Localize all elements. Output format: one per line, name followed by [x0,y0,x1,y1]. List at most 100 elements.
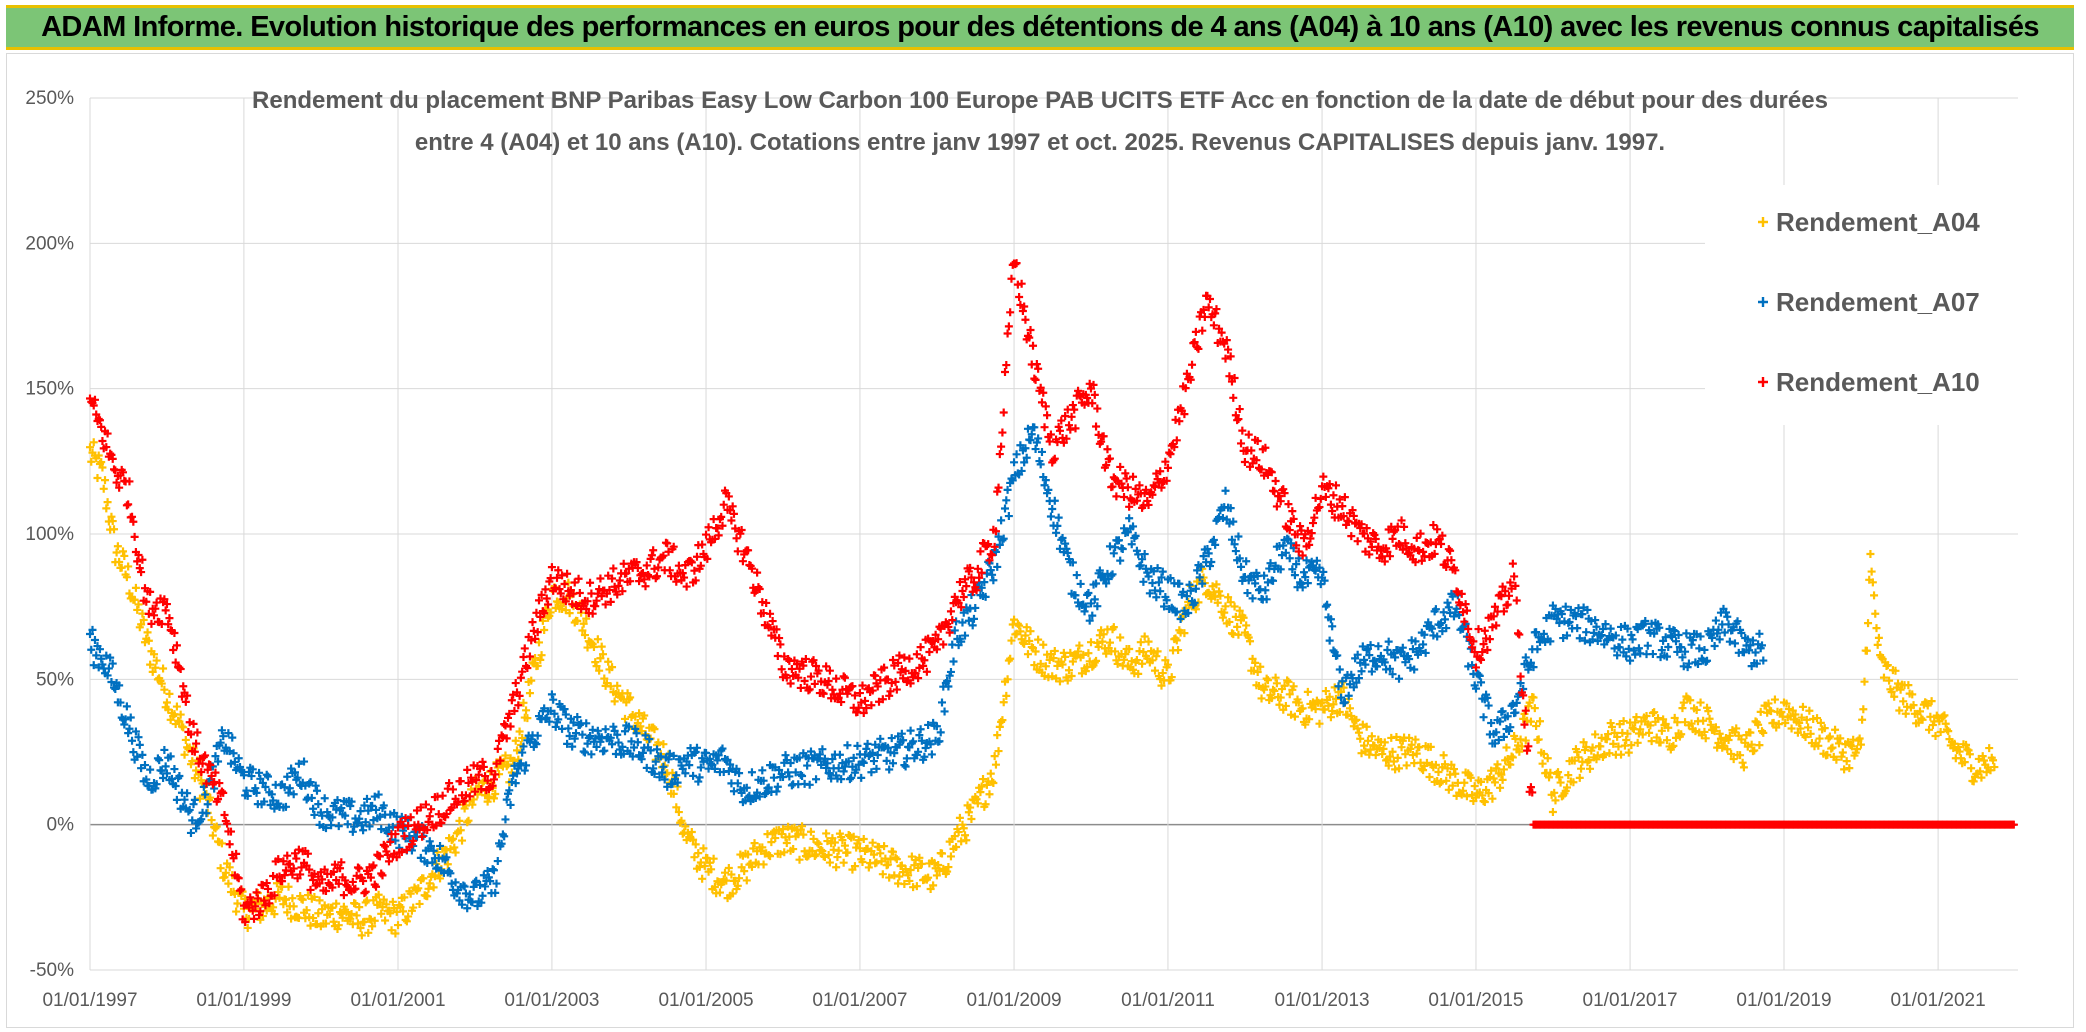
data-point [219,732,228,741]
data-point [1488,794,1497,803]
data-point [1034,635,1043,644]
data-point [818,847,827,856]
data-point [309,876,318,885]
data-point [959,592,968,601]
data-point [1344,517,1353,526]
data-point [458,900,467,909]
legend-item: Rendement_A10 [1758,367,1980,397]
data-point [1746,728,1755,737]
data-point [973,564,982,573]
data-point [355,864,364,873]
data-point [724,864,733,873]
data-point [882,756,891,765]
data-point [1199,552,1208,561]
data-point [1354,728,1363,737]
data-point [1030,423,1039,432]
data-point [161,606,170,615]
data-point [1190,338,1199,347]
data-point [1022,623,1031,632]
data-point [103,429,112,438]
data-point [186,828,195,837]
data-point [723,755,732,764]
data-point [352,911,361,920]
data-point [1253,437,1262,446]
data-point [1643,641,1652,650]
data-point [1263,676,1272,685]
data-point [1747,740,1756,749]
data-point [938,698,947,707]
data-point [533,628,542,637]
data-point [1606,719,1615,728]
data-point [1221,486,1230,495]
data-point [613,730,622,739]
data-point [998,716,1007,725]
data-point [1004,322,1013,331]
data-point [812,850,821,859]
data-point [889,759,898,768]
data-point [735,769,744,778]
data-point [986,769,995,778]
data-point [920,752,929,761]
data-point [1059,438,1068,447]
data-point [653,572,662,581]
data-point [302,861,311,870]
data-point [361,887,370,896]
data-point [678,569,687,578]
data-point [1276,565,1285,574]
data-point [1543,754,1552,763]
data-point [1580,636,1589,645]
data-point [1287,539,1296,548]
data-point [1551,796,1560,805]
data-point [104,664,113,673]
data-point [1723,745,1732,754]
data-point [353,919,362,928]
data-point [1050,496,1059,505]
data-point [604,657,613,666]
data-point [1226,504,1235,513]
data-point [1703,656,1712,665]
data-point [972,795,981,804]
data-point [94,414,103,423]
data-point [1246,637,1255,646]
data-point [1864,619,1873,628]
data-point [1714,738,1723,747]
data-point [162,769,171,778]
data-point [1120,655,1129,664]
data-point [727,870,736,879]
data-point [297,863,306,872]
data-point [954,598,963,607]
data-point [1895,706,1904,715]
legend-label: Rendement_A07 [1776,287,1980,317]
data-point [568,742,577,751]
data-point [147,619,156,628]
data-point [710,764,719,773]
data-point [531,654,540,663]
data-point [1732,724,1741,733]
data-point [1471,684,1480,693]
data-point [1166,574,1175,583]
data-point [1325,636,1334,645]
data-point [1285,554,1294,563]
data-point [135,740,144,749]
data-point [1668,632,1677,641]
data-point [1280,681,1289,690]
data-point [592,742,601,751]
data-point [654,563,663,572]
data-point [1915,707,1924,716]
data-point [1067,412,1076,421]
data-point [622,569,631,578]
data-point [357,931,366,940]
data-point [814,839,823,848]
data-point [586,731,595,740]
data-point [372,805,381,814]
data-point [591,658,600,667]
data-point [1693,659,1702,668]
data-point [1176,614,1185,623]
data-point [1705,714,1714,723]
data-point [1026,436,1035,445]
data-point [917,736,926,745]
data-point [1430,549,1439,558]
data-point [596,737,605,746]
data-point [1478,791,1487,800]
data-point [138,750,147,759]
